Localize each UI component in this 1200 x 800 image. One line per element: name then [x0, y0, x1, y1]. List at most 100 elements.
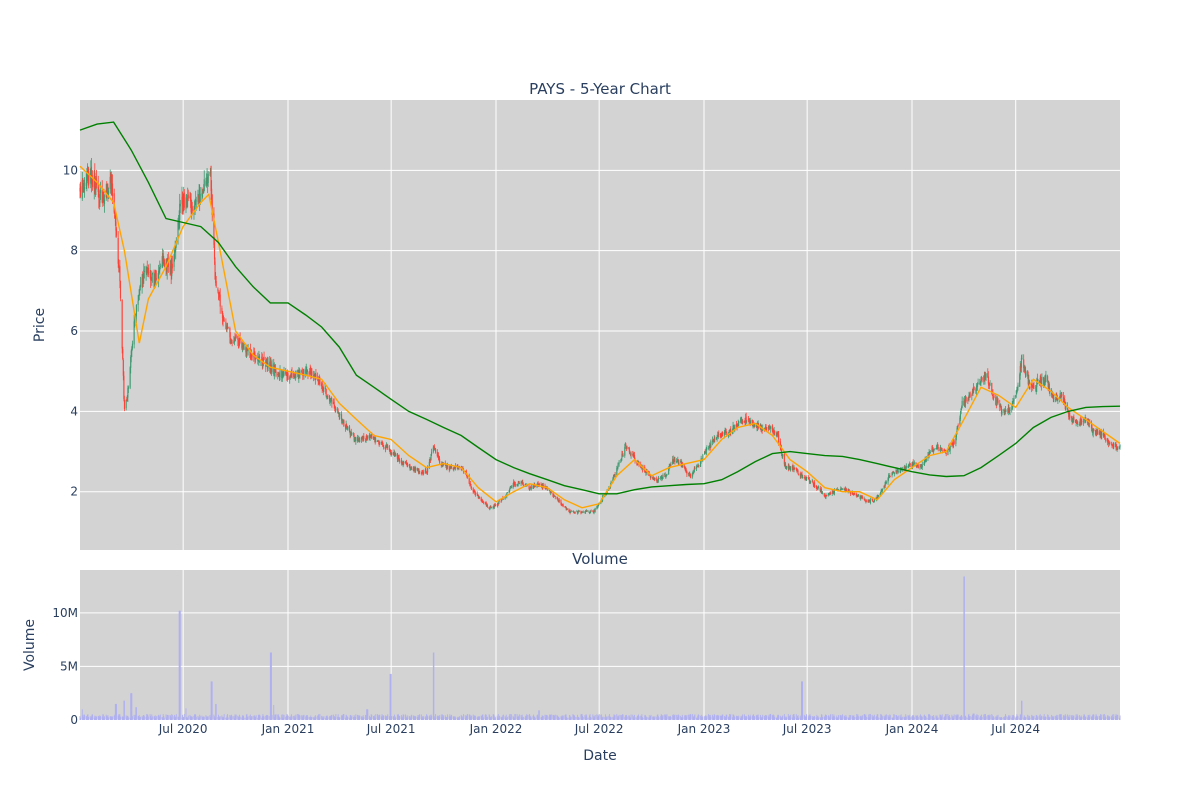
volume-bar	[250, 717, 252, 720]
candle-body	[339, 414, 341, 416]
candle-body	[135, 304, 137, 317]
candle	[940, 447, 942, 450]
candle	[825, 493, 827, 500]
volume-bar	[349, 715, 351, 720]
candle-body	[929, 451, 931, 453]
candle-body	[489, 508, 491, 510]
candle	[742, 419, 744, 425]
candle	[665, 474, 667, 479]
volume-bar	[229, 714, 231, 720]
volume-bar	[310, 715, 312, 720]
candle-body	[425, 471, 428, 473]
volume-bar	[736, 716, 738, 720]
candle-body	[432, 447, 434, 452]
candle	[1102, 428, 1105, 438]
volume-bar	[219, 716, 221, 720]
candle	[1103, 433, 1105, 438]
volume-bar	[245, 717, 247, 720]
candle	[584, 511, 586, 514]
candle-body	[612, 479, 614, 482]
candle-body	[468, 476, 470, 484]
candle	[795, 467, 797, 471]
candle-body	[840, 488, 842, 490]
volume-bar	[841, 717, 843, 720]
volume-bar	[127, 717, 129, 720]
volume-bar	[900, 714, 902, 720]
volume-bar	[888, 716, 890, 720]
candle-body	[754, 424, 756, 427]
candle-body	[792, 465, 794, 470]
volume-bar	[396, 714, 398, 720]
candle-body	[424, 470, 426, 472]
candle-body	[750, 419, 752, 424]
candle	[732, 421, 734, 434]
volume-bar	[624, 715, 626, 720]
candle-body	[374, 437, 376, 440]
volume-bar	[255, 717, 256, 720]
candle-body	[181, 196, 183, 204]
candle	[827, 492, 829, 497]
candle	[448, 465, 450, 473]
volume-bar	[460, 714, 462, 720]
volume-bar	[106, 716, 108, 720]
candle	[688, 471, 690, 477]
candle-body	[191, 206, 193, 212]
volume-bar	[855, 716, 857, 720]
volume-bar	[485, 714, 487, 720]
candle-body	[1076, 421, 1078, 424]
volume-bar	[610, 717, 611, 720]
volume-bar	[522, 716, 524, 720]
volume-bar	[103, 717, 105, 720]
volume-bar	[431, 715, 433, 720]
candle-body	[805, 477, 807, 481]
volume-bar	[472, 714, 474, 720]
candle-body	[876, 495, 878, 500]
volume-bar	[330, 716, 332, 720]
volume-bar	[592, 714, 594, 720]
volume-bar	[361, 717, 363, 720]
volume-bar	[137, 715, 139, 720]
candle-body	[83, 188, 85, 192]
candle-body	[250, 356, 252, 357]
candle-body	[450, 465, 452, 467]
candle-body	[306, 369, 308, 371]
candle	[613, 474, 615, 477]
candle-body	[243, 347, 245, 349]
candle	[739, 417, 742, 424]
candle	[788, 465, 791, 468]
candle	[832, 490, 834, 494]
candle-body	[473, 491, 475, 492]
volume-bar	[444, 715, 446, 720]
candle-body	[225, 327, 228, 329]
candle-body	[286, 374, 288, 376]
candle-body	[290, 375, 292, 376]
candle-body	[1075, 419, 1077, 423]
candle	[903, 466, 905, 472]
volume-bar	[369, 715, 370, 720]
candle	[673, 459, 675, 465]
candle	[215, 275, 217, 288]
candle	[744, 417, 746, 427]
candle	[719, 432, 722, 439]
candle-body	[414, 468, 416, 472]
volume-bar	[558, 716, 560, 720]
candle	[203, 184, 205, 194]
candle-body	[546, 487, 548, 490]
candle	[1021, 354, 1023, 360]
candle-body	[988, 383, 991, 386]
candle	[1020, 363, 1022, 372]
volume-bar	[346, 716, 348, 720]
candle	[107, 183, 109, 202]
candle-body	[1007, 410, 1009, 412]
candle-body	[780, 447, 783, 454]
candle-body	[908, 464, 910, 466]
candle	[281, 371, 283, 382]
volume-bar	[457, 717, 459, 720]
volume-bar	[757, 715, 759, 720]
candle-body	[960, 408, 962, 414]
candle-body	[987, 376, 989, 384]
candle	[1019, 372, 1021, 387]
volume-bar	[334, 716, 336, 720]
volume-bar	[159, 714, 161, 720]
volume-bar	[217, 717, 219, 720]
